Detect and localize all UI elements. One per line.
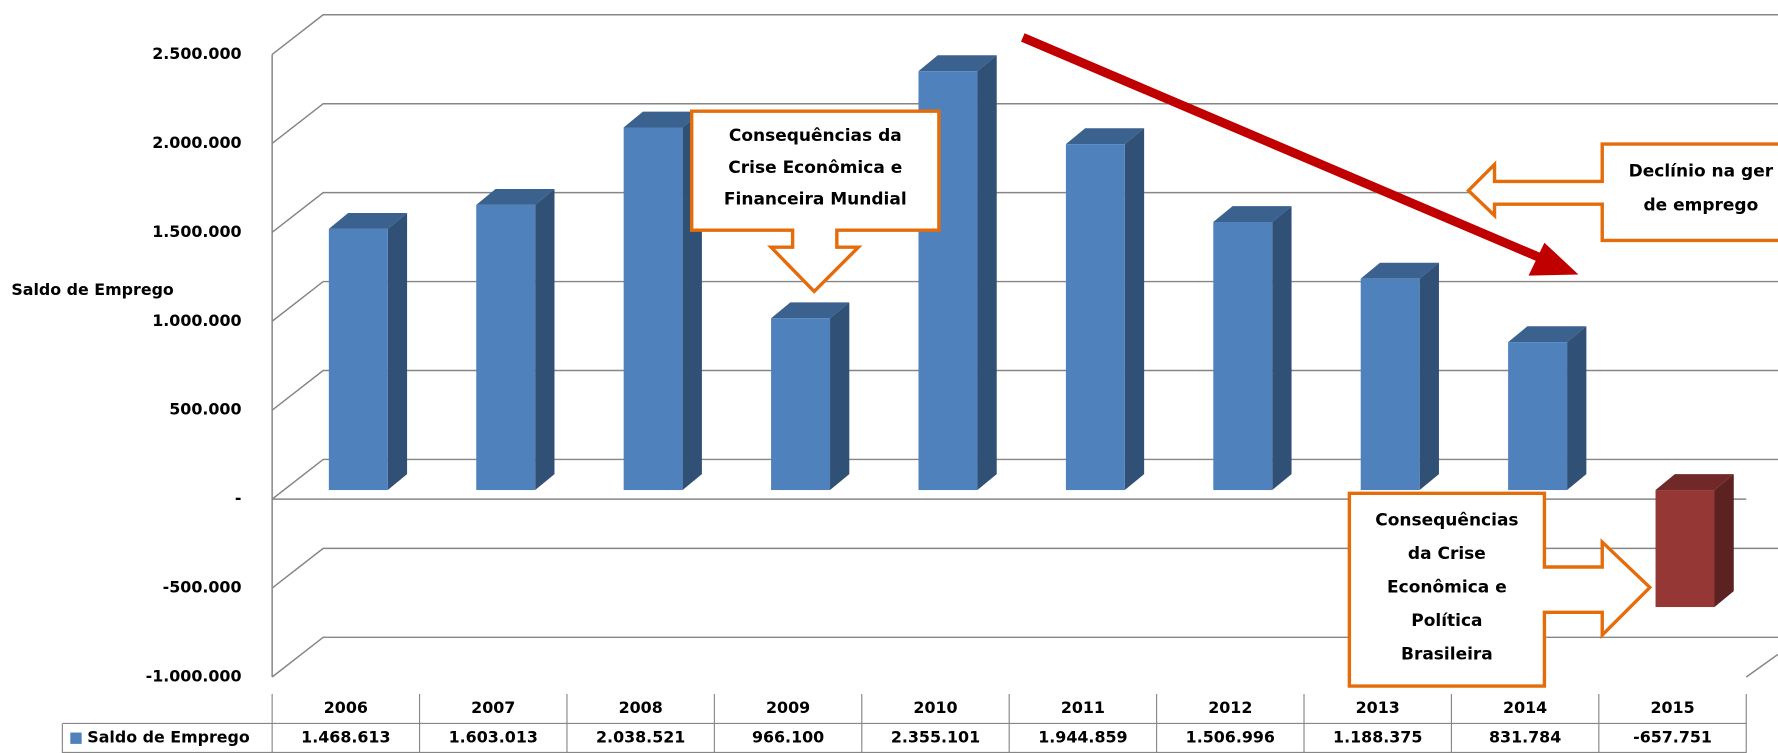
bar-side: [1419, 262, 1439, 491]
bar-top: [623, 111, 702, 128]
x-tick-label: 2014: [1503, 698, 1547, 717]
bar-side: [387, 212, 408, 491]
y-tick-label: 2.000.000: [152, 133, 241, 152]
y-axis-label: Saldo de Emprego: [11, 280, 174, 299]
annotation-text: Consequências: [1375, 511, 1518, 531]
grid-line: [271, 14, 1778, 56]
bar-side: [830, 302, 850, 491]
grid-line: [271, 369, 1778, 411]
data-label: 1.188.375: [1333, 728, 1422, 747]
y-tick-label: -: [235, 489, 242, 508]
bar-side: [535, 189, 555, 491]
x-tick-label: 2011: [1061, 698, 1105, 717]
bar: [1655, 490, 1715, 608]
grid-line: [271, 547, 1778, 589]
grid-line: [271, 102, 1778, 144]
x-tick-label: 2010: [913, 698, 957, 717]
bar-top: [918, 55, 997, 72]
data-label: 1.468.613: [301, 728, 390, 747]
grid-line: [271, 636, 1778, 678]
bar: [476, 204, 536, 491]
bar: [1508, 342, 1568, 491]
legend-swatch: [70, 732, 82, 744]
x-tick-label: 2006: [324, 698, 368, 717]
data-label: 1.506.996: [1186, 728, 1275, 747]
legend-label: Saldo de Emprego: [87, 728, 250, 747]
bar-top: [1065, 128, 1145, 145]
bar-side: [1567, 326, 1587, 491]
bar-3d: [1360, 262, 1439, 491]
trend-arrow-head: [1528, 242, 1579, 276]
x-tick-label: 2009: [766, 698, 810, 717]
bar-side: [977, 55, 997, 491]
bar-side: [1714, 474, 1734, 608]
bar: [1360, 278, 1420, 491]
data-label: 2.038.521: [596, 728, 685, 747]
bar: [328, 228, 388, 491]
y-tick-label: 500.000: [169, 400, 241, 419]
bar-3d: [1508, 326, 1587, 491]
bar-3d: [1655, 474, 1734, 608]
bar-3d: [328, 212, 408, 491]
bar-top: [771, 302, 850, 319]
callout-box: [689, 109, 941, 294]
y-tick-label: 2.500.000: [152, 44, 241, 63]
bar-3d: [1065, 128, 1145, 491]
x-tick-label: 2013: [1356, 698, 1400, 717]
bar-top: [476, 189, 555, 205]
y-tick-label: 1.500.000: [152, 222, 241, 241]
floor-right-line: [1745, 653, 1778, 678]
x-tick-label: 2012: [1208, 698, 1252, 717]
callout-box: [1466, 142, 1778, 243]
callout-box: [1347, 491, 1653, 688]
bar-side: [1272, 206, 1292, 491]
data-label: 1.603.013: [449, 728, 538, 747]
annotation-text: Declínio na ger: [1629, 161, 1774, 181]
y-tick-label: -1.000.000: [146, 666, 242, 685]
bar: [771, 318, 831, 491]
bar-top: [328, 212, 408, 229]
bar-3d: [1213, 206, 1292, 491]
data-label: 2.355.101: [891, 728, 980, 747]
annotation-text: de emprego: [1643, 195, 1758, 215]
grid-line: [271, 458, 1778, 500]
data-label: 1.944.859: [1038, 728, 1127, 747]
x-tick-label: 2015: [1650, 698, 1694, 717]
x-tick-label: 2008: [619, 698, 663, 717]
bar-top: [1508, 326, 1587, 343]
bar-top: [1213, 206, 1292, 223]
data-label: 966.100: [752, 728, 824, 747]
bar-3d: [771, 302, 850, 491]
annotation-text: Econômica e: [1387, 577, 1507, 597]
bar: [1065, 144, 1125, 491]
y-tick-label: -500.000: [163, 578, 242, 597]
annotation-text: Financeira Mundial: [724, 190, 907, 210]
data-label: 831.784: [1489, 728, 1561, 747]
data-label: -657.751: [1633, 728, 1712, 747]
bar: [1213, 222, 1273, 491]
grid-line: [271, 191, 1778, 233]
y-tick-label: 1.000.000: [152, 311, 241, 330]
grid-line: [271, 280, 1778, 322]
annotation-text: Política: [1411, 611, 1482, 631]
bar: [623, 127, 683, 491]
annotation-text: Crise Econômica e: [728, 158, 902, 178]
bar-top: [1655, 474, 1734, 491]
annotation-text: Consequências da: [729, 126, 902, 146]
bar-top: [1360, 262, 1439, 279]
bar-side: [1124, 128, 1145, 491]
annotation-text: da Crise: [1408, 544, 1486, 564]
annotation-text: Brasileira: [1401, 644, 1493, 664]
x-tick-label: 2007: [471, 698, 515, 717]
bar-3d: [476, 189, 555, 491]
bar-3d: [623, 111, 702, 491]
trend-arrow: [1021, 33, 1544, 263]
